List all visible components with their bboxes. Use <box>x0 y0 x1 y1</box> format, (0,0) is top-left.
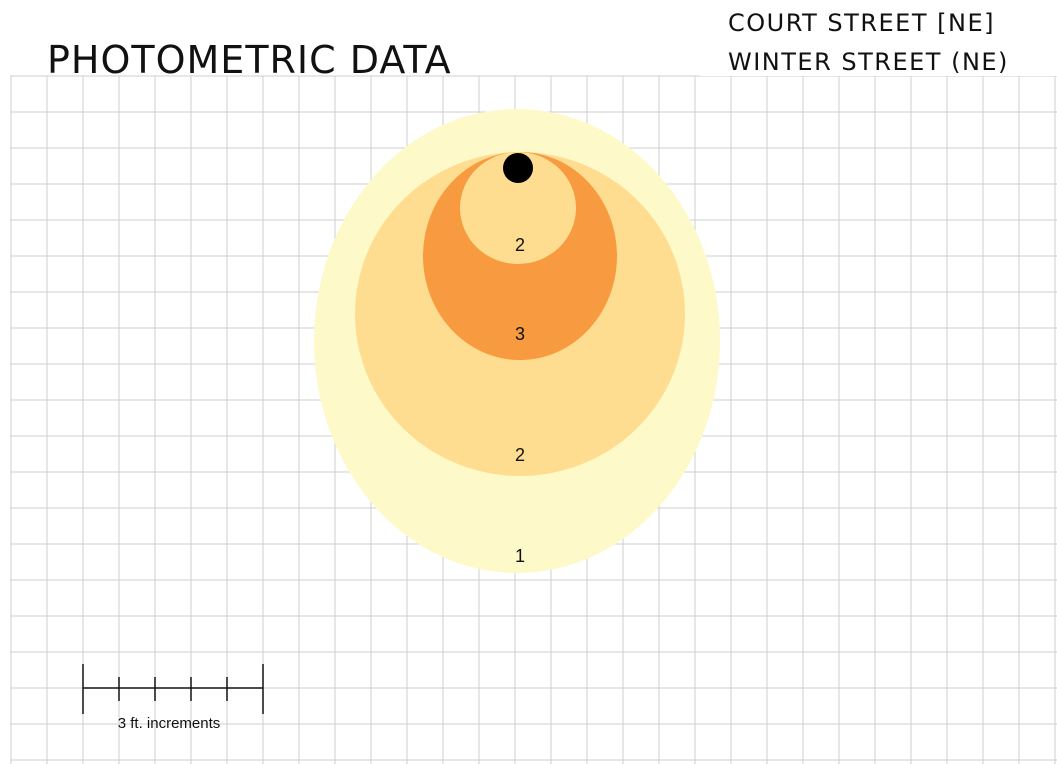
contour-label: 1 <box>515 546 525 566</box>
title: PHOTOMETRIC DATA <box>47 38 452 82</box>
header-backdrop <box>700 0 1057 76</box>
light-source <box>503 153 533 183</box>
contour-label: 3 <box>515 324 525 344</box>
contour-2-inner <box>460 152 576 264</box>
scale-bar <box>82 664 264 714</box>
scale-label: 3 ft. increments <box>118 715 221 732</box>
location-line: WINTER STREET (NE) <box>728 48 1009 76</box>
location-line: COURT STREET [NE] <box>728 9 995 37</box>
contour-label: 2 <box>515 445 525 465</box>
contour-label: 2 <box>515 235 525 255</box>
